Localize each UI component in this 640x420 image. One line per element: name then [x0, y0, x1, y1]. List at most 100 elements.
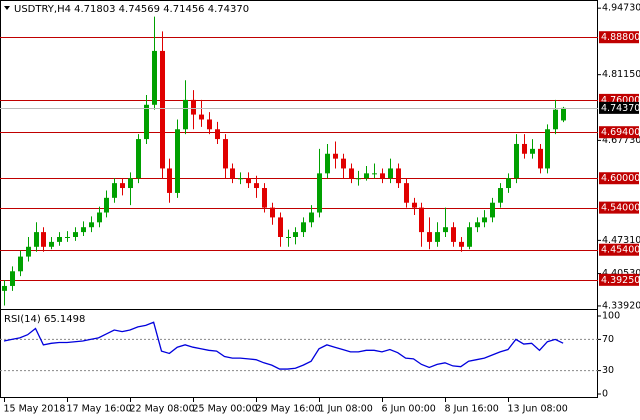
- candle-body: [309, 212, 314, 223]
- candle-body: [270, 207, 275, 218]
- candle-body: [41, 232, 46, 247]
- y-tick-label: 4.33920: [602, 300, 640, 311]
- rsi-line: [3, 321, 564, 370]
- candle-body: [73, 232, 78, 237]
- x-tick-label: 1 Jun 08:00: [319, 404, 373, 415]
- level-label: 4.39250: [601, 275, 640, 286]
- candle-body: [435, 232, 440, 242]
- candle-body: [341, 158, 346, 169]
- y-tick-label: 4.47310: [602, 235, 640, 246]
- candle-body: [553, 109, 558, 130]
- candle-body: [412, 202, 417, 208]
- candle-body: [89, 222, 94, 228]
- candle-body: [144, 104, 149, 140]
- last-price-label: 4.74370: [601, 103, 640, 114]
- candle-body: [545, 129, 550, 169]
- candle-body: [372, 173, 377, 175]
- candle-body: [175, 129, 180, 193]
- candle-body: [522, 143, 527, 154]
- level-box: [599, 126, 639, 139]
- candle-body: [191, 99, 196, 115]
- menu-arrow: [4, 6, 10, 10]
- candle-body: [475, 222, 480, 228]
- level-label: 4.54000: [601, 203, 640, 214]
- level-box: [599, 201, 639, 214]
- candle-body: [152, 50, 157, 105]
- candle-body: [427, 232, 432, 242]
- candle-body: [530, 148, 535, 154]
- frame: [0, 0, 598, 398]
- level-box: [599, 243, 639, 256]
- candle-body: [380, 173, 385, 179]
- candle-body: [443, 227, 448, 233]
- candle-body: [396, 168, 401, 184]
- candle-body: [506, 178, 511, 189]
- candle-body: [498, 188, 503, 203]
- candle-body: [364, 173, 369, 179]
- rsi-tick-label: 70: [602, 334, 614, 345]
- candle-body: [57, 236, 62, 242]
- candle-body: [207, 119, 212, 130]
- candle-body: [419, 207, 424, 233]
- candle-body: [128, 178, 133, 189]
- x-tick-label: 22 May 08:00: [130, 404, 195, 415]
- chart-title: USDTRY,H4 4.71803 4.74569 4.71456 4.7437…: [14, 4, 249, 15]
- candle-body: [467, 227, 472, 247]
- candle-body: [482, 217, 487, 223]
- candle-body: [81, 227, 86, 233]
- candle-body: [349, 168, 354, 179]
- y-tick-label: 4.67730: [602, 135, 640, 146]
- candle-body: [112, 183, 117, 198]
- rsi-tick-label: 0: [602, 389, 608, 400]
- candle-body: [238, 178, 243, 180]
- x-tick-label: 29 May 16:00: [256, 404, 321, 415]
- candle-body: [26, 246, 31, 257]
- candle-body: [97, 212, 102, 223]
- candle-body: [538, 148, 543, 169]
- candle-body: [65, 236, 70, 238]
- candle-body: [459, 241, 464, 247]
- y-tick-label: 4.81150: [602, 69, 640, 80]
- x-tick-label: 13 Jun 08:00: [508, 404, 568, 415]
- level-label: 4.69400: [601, 127, 640, 138]
- candle-body: [286, 236, 291, 238]
- rsi-tick-label: 100: [602, 311, 620, 322]
- candle-body: [10, 271, 15, 286]
- x-tick-label: 8 Jun 16:00: [445, 404, 499, 415]
- candle-body: [246, 178, 251, 184]
- candle-body: [49, 241, 54, 247]
- x-tick-label: 15 May 2018: [4, 404, 66, 415]
- level-label: 4.45400: [601, 245, 640, 256]
- candle-body: [18, 256, 23, 272]
- candle-body: [160, 50, 165, 169]
- candle-body: [262, 188, 267, 208]
- candle-body: [230, 168, 235, 179]
- rsi-label: RSI(14) 65.1498: [4, 314, 85, 325]
- candle-body: [293, 232, 298, 237]
- level-label: 4.60000: [601, 173, 640, 184]
- candle-body: [2, 285, 7, 291]
- y-tick-label: 4.94730: [602, 3, 640, 14]
- candle-body: [317, 173, 322, 213]
- candle-body: [561, 107, 566, 121]
- candle-body: [490, 202, 495, 218]
- candle-body: [136, 139, 141, 179]
- candle-body: [104, 197, 109, 213]
- rsi-tick-label: 30: [602, 365, 614, 376]
- candle-body: [451, 227, 456, 242]
- candle-body: [325, 153, 330, 174]
- last-price-box: [599, 101, 639, 114]
- candle-body: [254, 183, 259, 189]
- candle-body: [34, 232, 39, 247]
- level-label: 4.76000: [601, 95, 640, 106]
- candle-body: [356, 178, 361, 180]
- level-label: 4.88800: [601, 32, 640, 43]
- candle-body: [215, 129, 220, 140]
- candle-body: [223, 139, 228, 169]
- candle-body: [167, 168, 172, 193]
- candle-body: [199, 114, 204, 120]
- level-box: [599, 273, 639, 286]
- x-tick-label: 6 Jun 00:00: [382, 404, 436, 415]
